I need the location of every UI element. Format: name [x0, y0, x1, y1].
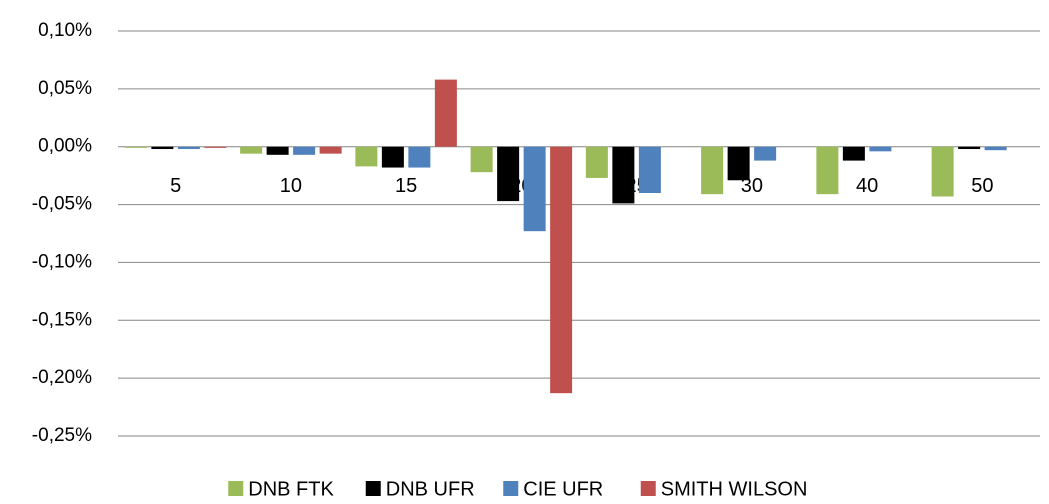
bar: [470, 146, 493, 173]
bar: [151, 146, 174, 150]
y-tick-label: -0,15%: [32, 309, 92, 330]
bar: [958, 146, 981, 150]
bar: [293, 146, 316, 155]
bar: [869, 146, 892, 152]
bar: [931, 146, 954, 197]
bar: [585, 146, 608, 178]
bar: [408, 146, 431, 168]
x-tick-label: 40: [856, 175, 878, 197]
y-tick-label: 0,05%: [38, 78, 92, 99]
y-tick-label: -0,10%: [32, 251, 92, 272]
bar: [381, 146, 404, 168]
y-tick-label: 0,10%: [38, 20, 92, 41]
bar: [240, 146, 263, 154]
bar: [727, 146, 750, 181]
bar: [754, 146, 777, 161]
bar: [701, 146, 724, 195]
bar: [984, 146, 1007, 151]
legend-swatch: [228, 481, 244, 496]
bar: [550, 146, 573, 394]
bar: [177, 146, 200, 150]
legend-swatch: [365, 481, 381, 496]
bar: [842, 146, 865, 161]
bar: [355, 146, 378, 167]
bar: [523, 146, 546, 232]
bar: [124, 146, 147, 148]
legend-label: DNB UFR: [386, 478, 475, 500]
bar: [612, 146, 635, 204]
x-tick-label: 50: [971, 175, 993, 197]
legend-label: DNB FTK: [248, 478, 334, 500]
bar: [319, 146, 342, 154]
y-tick-label: 0,00%: [38, 136, 92, 157]
x-tick-label: 15: [395, 175, 417, 197]
bar: [434, 79, 457, 147]
bar: [266, 146, 289, 155]
y-tick-label: -0,20%: [32, 367, 92, 388]
y-tick-label: -0,05%: [32, 194, 92, 215]
legend-label: SMITH WILSON: [661, 478, 808, 500]
legend-swatch: [640, 481, 656, 496]
x-tick-label: 5: [170, 175, 181, 197]
y-tick-label: -0,25%: [32, 425, 92, 446]
legend-label: CIE UFR: [523, 478, 603, 500]
bar: [204, 146, 227, 148]
legend-swatch: [503, 481, 519, 496]
x-tick-label: 30: [741, 175, 763, 197]
x-tick-label: 10: [280, 175, 302, 197]
bar: [497, 146, 520, 202]
bar: [816, 146, 839, 195]
bar: [638, 146, 661, 193]
